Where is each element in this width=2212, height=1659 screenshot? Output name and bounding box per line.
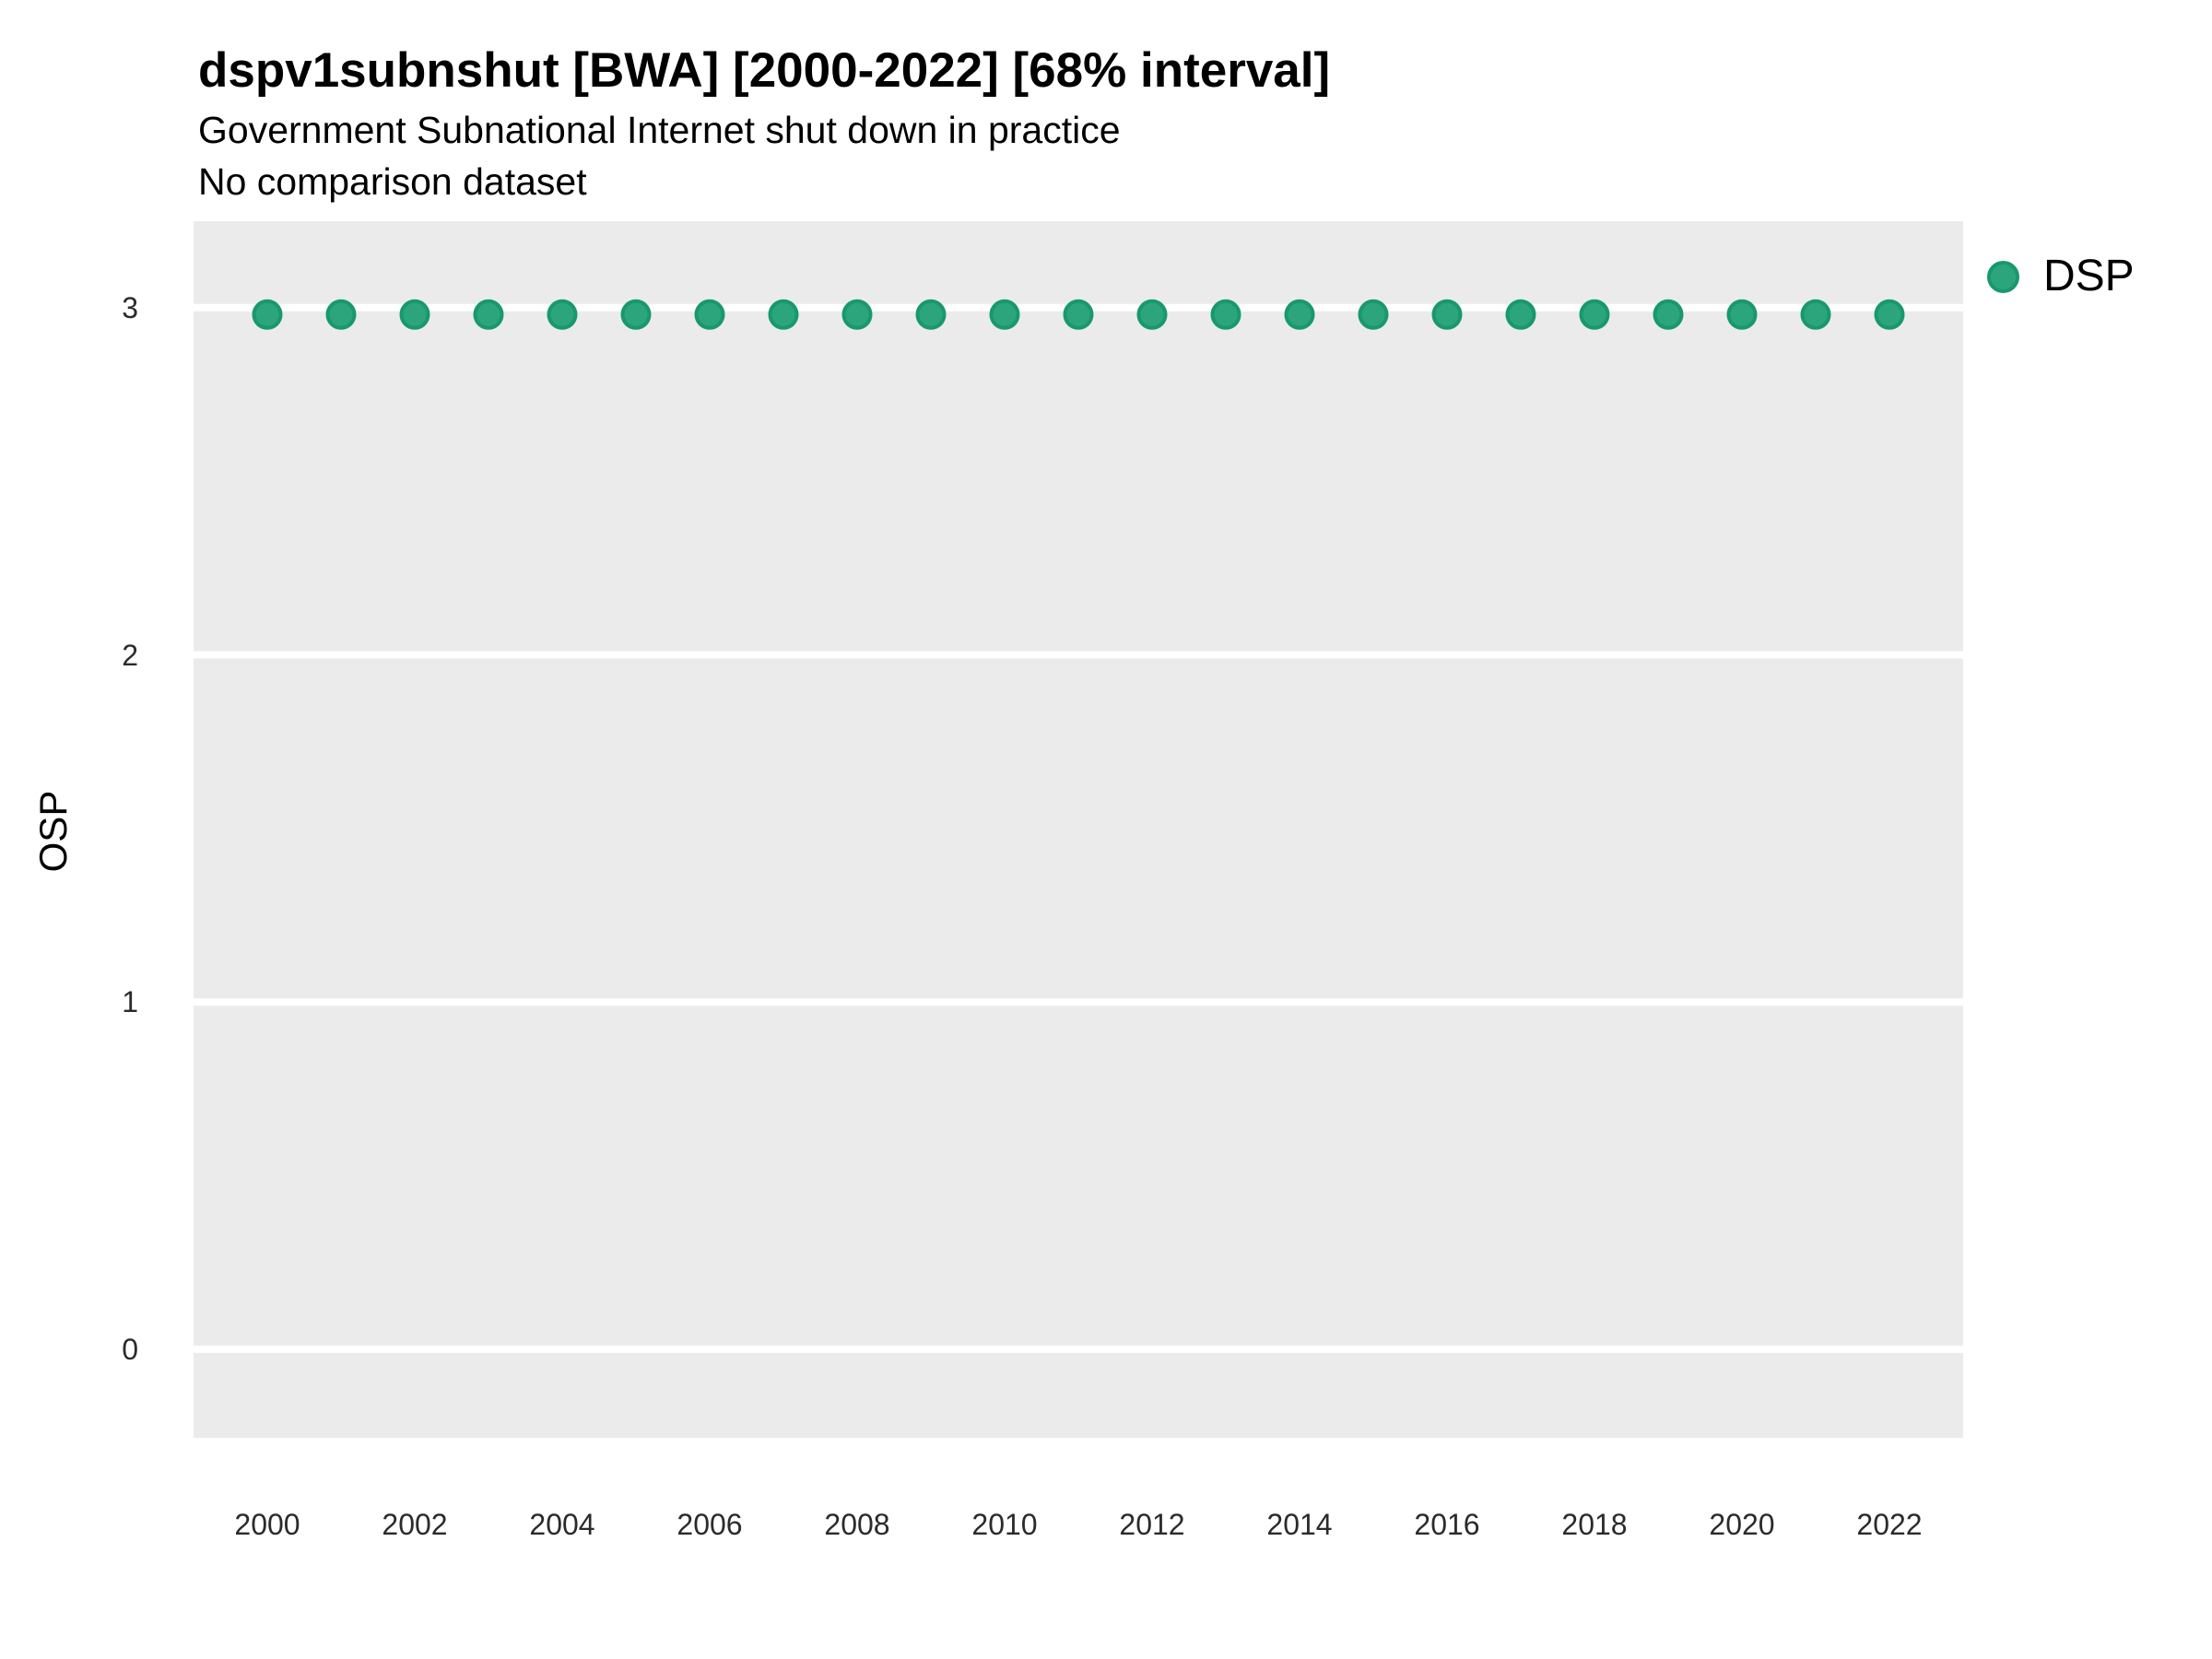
data-point — [1063, 299, 1094, 330]
legend-point-icon — [1987, 260, 2019, 293]
data-point — [1874, 299, 1905, 330]
plot-svg — [194, 299, 1963, 1353]
gridline-y-2 — [194, 651, 1963, 659]
x-tick-label: 2006 — [677, 1508, 743, 1541]
legend: DSP — [1987, 245, 2135, 308]
y-axis-title: OSP — [31, 790, 75, 873]
y-tick-label: 2 — [122, 639, 138, 672]
data-point — [1358, 299, 1389, 330]
x-tick-label: 2012 — [1119, 1508, 1185, 1541]
data-point — [1284, 299, 1315, 330]
x-tick-label: 2020 — [1709, 1508, 1775, 1541]
x-tick-label: 2022 — [1856, 1508, 1923, 1541]
data-point — [1653, 299, 1684, 330]
data-points — [252, 299, 1905, 330]
data-point — [473, 299, 504, 330]
gridline-y-1 — [194, 998, 1963, 1006]
chart-subtitle-line2: No comparison dataset — [198, 160, 587, 203]
y-tick-label: 0 — [122, 1333, 138, 1366]
y-tick-label: 3 — [122, 291, 138, 324]
data-point — [768, 299, 799, 330]
data-point — [1136, 299, 1168, 330]
data-point — [547, 299, 578, 330]
x-tick-label: 2018 — [1561, 1508, 1628, 1541]
data-point — [915, 299, 947, 330]
data-point — [325, 299, 357, 330]
data-point — [399, 299, 430, 330]
gridline-y-0 — [194, 1345, 1963, 1353]
data-point — [1800, 299, 1831, 330]
x-tick-label: 2016 — [1414, 1508, 1480, 1541]
x-tick-label: 2008 — [824, 1508, 890, 1541]
data-point — [1210, 299, 1241, 330]
data-point — [1726, 299, 1758, 330]
y-tick-label: 1 — [122, 985, 138, 1018]
legend-label: DSP — [2043, 252, 2135, 300]
plot-panel — [194, 221, 1963, 1438]
gridlines — [194, 303, 1963, 1353]
x-tick-label: 2010 — [971, 1508, 1038, 1541]
data-point — [989, 299, 1020, 330]
data-point — [1579, 299, 1610, 330]
data-point — [841, 299, 873, 330]
chart-title: dspv1subnshut [BWA] [2000-2022] [68% int… — [198, 43, 1331, 98]
data-point — [694, 299, 725, 330]
x-tick-label: 2002 — [382, 1508, 448, 1541]
data-point — [1505, 299, 1536, 330]
data-point — [252, 299, 283, 330]
x-tick-label: 2004 — [529, 1508, 595, 1541]
x-tick-label: 2014 — [1266, 1508, 1333, 1541]
x-tick-label: 2000 — [234, 1508, 300, 1541]
data-point — [620, 299, 652, 330]
data-point — [1431, 299, 1463, 330]
chart-subtitle: Government Subnational Internet shut dow… — [198, 109, 1121, 151]
